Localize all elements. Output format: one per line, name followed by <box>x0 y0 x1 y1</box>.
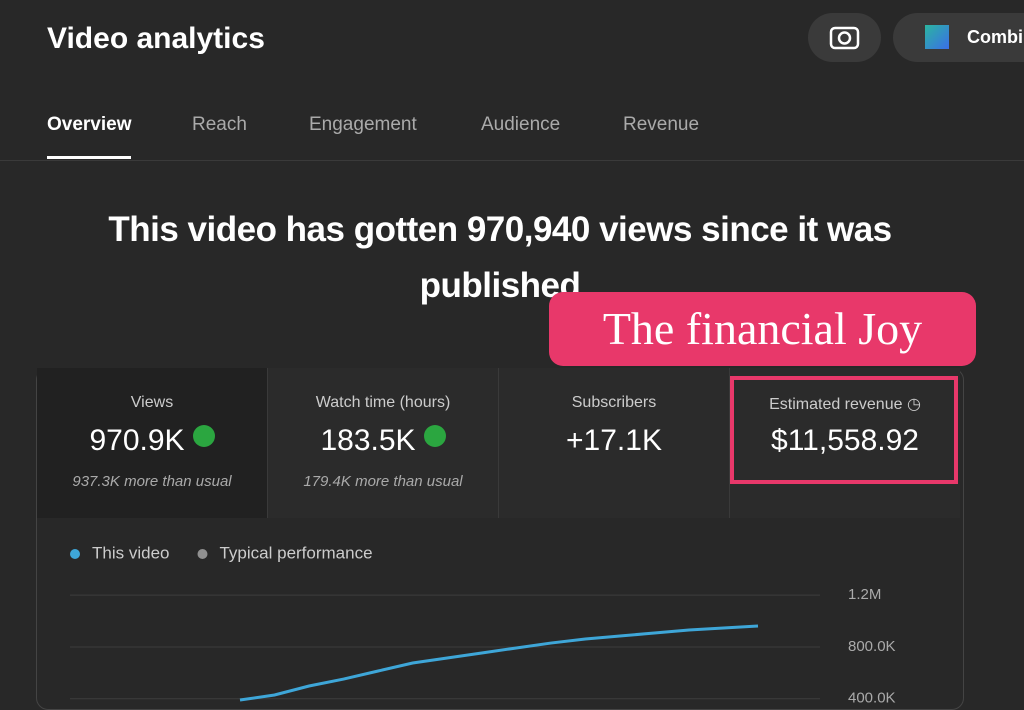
legend-label: Typical performance <box>219 543 372 562</box>
metric-label-text: Estimated revenue <box>769 396 903 413</box>
metric-value-text: 970.9K <box>89 424 185 457</box>
y-tick-label: 800.0K <box>848 638 896 655</box>
divider <box>0 160 1024 161</box>
app-icon <box>925 25 949 49</box>
button-label: Combi <box>967 27 1023 47</box>
metric-label: Estimated revenue ◷ <box>769 396 921 413</box>
camera-icon <box>829 26 860 50</box>
tab[interactable]: Overview <box>47 114 132 135</box>
chart: This video Typical performance 400.0K 800.0… <box>70 543 896 705</box>
y-tick-label: 400.0K <box>848 690 896 705</box>
y-tick-label: 1.2M <box>848 586 881 603</box>
metric-card[interactable]: Subscribers +17.1K <box>499 368 730 518</box>
combine-button[interactable]: Combi <box>893 13 1024 62</box>
metric-label: Watch time (hours) <box>315 394 451 411</box>
up-icon <box>192 425 215 447</box>
metric-value: +17.1K <box>566 424 662 457</box>
page-title: Video analytics <box>47 22 265 55</box>
metric-note: 179.4K more than usual <box>303 473 463 490</box>
metric-card[interactable]: Estimated revenue ◷ $11,558.92 <box>730 368 960 518</box>
tab[interactable]: Reach <box>192 114 247 135</box>
line <box>239 624 759 702</box>
tab[interactable]: Revenue <box>623 114 700 135</box>
legend-label: This video <box>92 543 169 562</box>
legend-dot <box>70 549 80 559</box>
camera-button[interactable] <box>808 13 881 62</box>
watermark-badge: The financial Joy <box>549 292 976 366</box>
metric-card[interactable]: Views 970.9K 937.3K more than usual <box>37 368 268 518</box>
metric-value: 183.5K <box>268 424 498 458</box>
tab-underline <box>47 156 131 159</box>
up-icon <box>423 425 446 447</box>
tab[interactable]: Engagement <box>309 114 417 135</box>
metric-value: $11,558.92 <box>771 424 919 457</box>
headline: This video has gotten 970,940 views sinc… <box>108 210 892 249</box>
legend-dot <box>197 549 208 559</box>
metric-value: 970.9K <box>37 424 267 458</box>
metric-value-text: 183.5K <box>320 424 416 457</box>
metric-note: 937.3K more than usual <box>72 473 232 490</box>
metric-label: Views <box>130 394 174 411</box>
metric-label: Subscribers <box>571 394 657 411</box>
metric-card[interactable]: Watch time (hours) 183.5K 179.4K more than… <box>268 368 499 518</box>
highlight-box <box>730 376 958 484</box>
tab[interactable]: Audience <box>481 114 561 135</box>
